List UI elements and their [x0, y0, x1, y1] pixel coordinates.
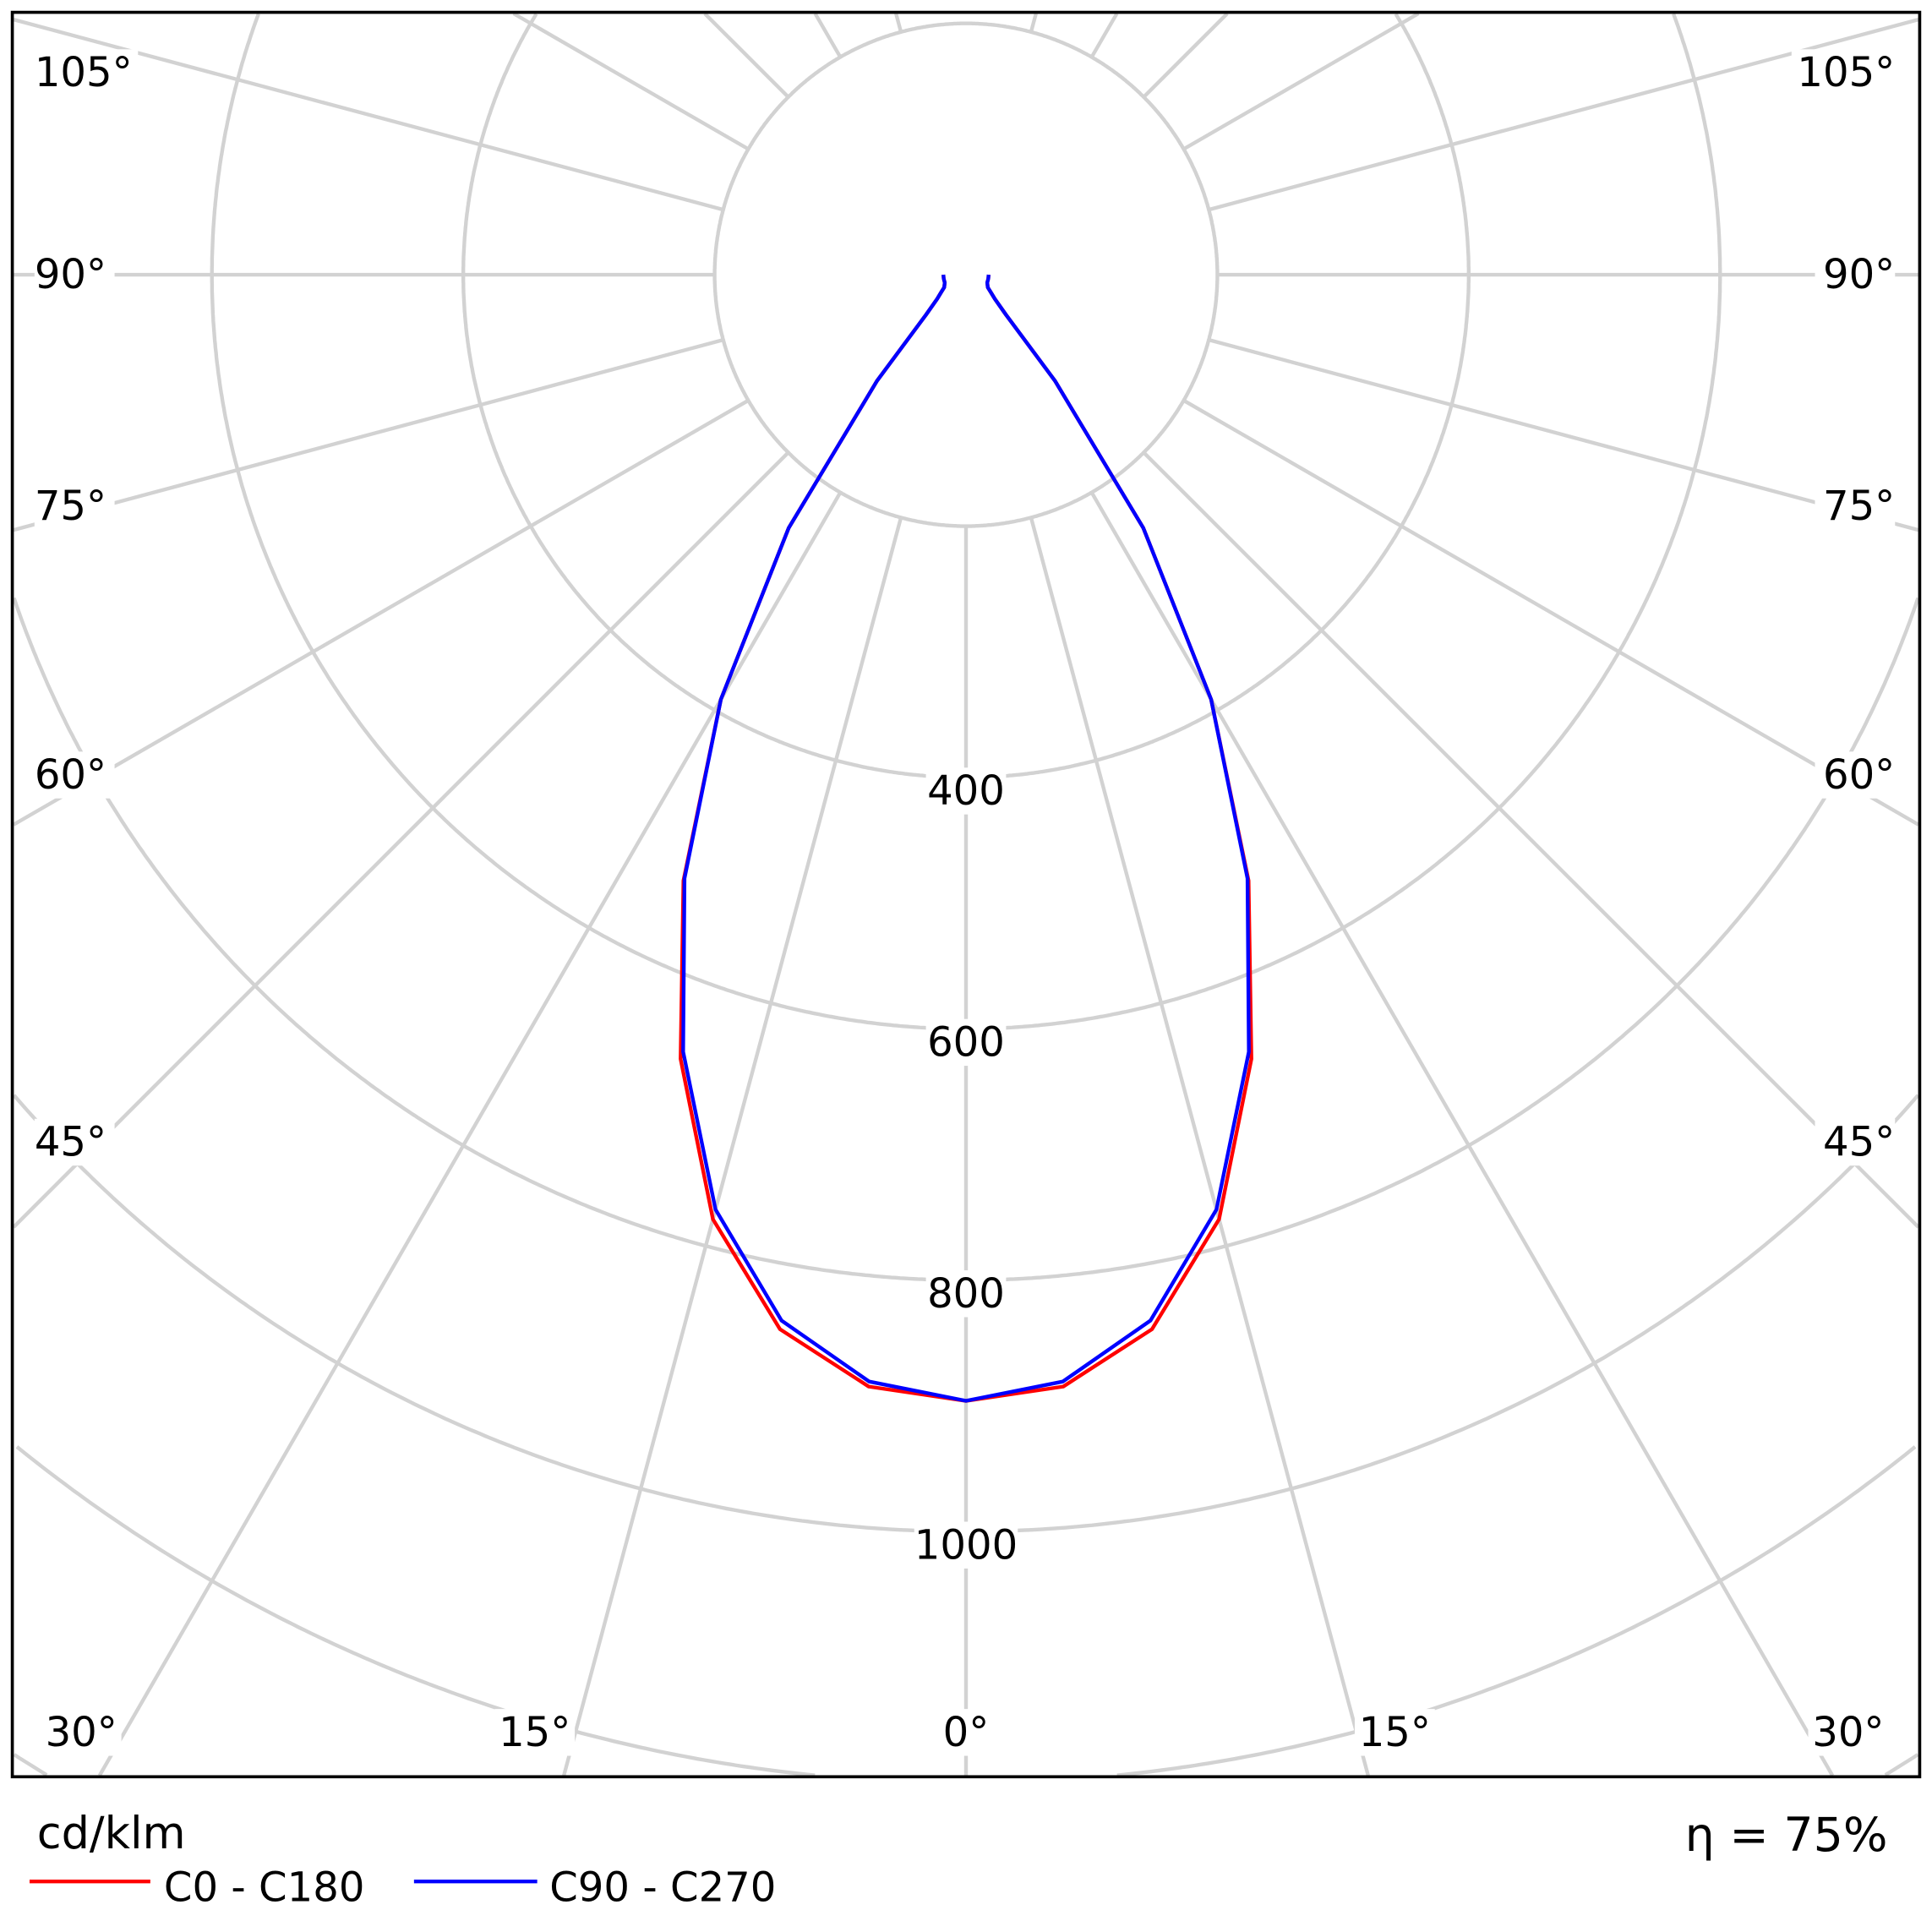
- grid-spoke: [894, 13, 903, 33]
- grid: [12, 12, 1920, 1777]
- grid-circle: [1394, 13, 1471, 276]
- radial-tick-label: 600: [927, 1018, 1005, 1066]
- radial-tick-label: 800: [927, 1270, 1005, 1318]
- grid-spoke: [12, 450, 790, 1229]
- grid-spoke: [97, 491, 843, 1776]
- angle-label-left-bg: [34, 483, 115, 530]
- efficiency-label: η = 75%: [1685, 1809, 1888, 1863]
- angle-label-left: 45°: [35, 1119, 106, 1166]
- curve-c90-c270: [681, 274, 1251, 1403]
- legend-label-c0: C0 - C180: [164, 1864, 365, 1912]
- grid-circle: [1116, 1445, 1917, 1777]
- radial-tick-label: 1000: [914, 1521, 1018, 1569]
- grid-spoke: [813, 12, 843, 58]
- grid-spoke: [1089, 12, 1119, 58]
- angle-label-left: 90°: [35, 251, 106, 298]
- grid-circle: [1884, 1753, 1919, 1777]
- grid-circle: [461, 13, 1471, 780]
- angle-label-left: 60°: [35, 751, 106, 799]
- grid-circle: [15, 1445, 816, 1777]
- grid-spoke: [12, 398, 750, 827]
- angle-label-left-bg: [34, 1118, 115, 1166]
- grid-spoke: [512, 12, 750, 151]
- grid-spoke: [1208, 337, 1919, 532]
- legend-label-c90: C90 - C270: [549, 1864, 776, 1912]
- grid-circle: [712, 21, 1220, 528]
- angle-label-bottom-bg: [937, 1709, 995, 1756]
- angle-label-bottom: 30°: [1812, 1709, 1884, 1756]
- grid-spoke: [1029, 13, 1038, 33]
- grid-spoke: [703, 12, 790, 99]
- angle-label-right: 75°: [1823, 483, 1895, 530]
- angle-label-left: 75°: [35, 483, 106, 530]
- angle-label-right: 60°: [1823, 751, 1895, 799]
- grid-spoke: [13, 337, 724, 532]
- tick-labels: 400 600 800 1000 105° 90° 75° 60° 45° 105° 90° 75° 6…: [34, 49, 1896, 1756]
- grid-spoke: [1142, 12, 1229, 99]
- angle-label-bottom-bg: [41, 1709, 122, 1756]
- angle-label-bottom-bg: [1354, 1709, 1435, 1756]
- radial-tick-label-bg: [914, 1521, 1018, 1569]
- grid-spoke: [562, 516, 903, 1776]
- angle-label-bottom-bg: [494, 1709, 576, 1756]
- angle-label-bottom: 15°: [499, 1709, 570, 1756]
- grid-circle: [1672, 13, 1722, 276]
- angle-label-right-bg: [1791, 49, 1896, 96]
- angle-label-bottom-bg: [1808, 1709, 1889, 1756]
- angle-label-left: 105°: [35, 49, 133, 96]
- grid-spoke: [1089, 491, 1835, 1776]
- radial-tick-label-bg: [925, 1270, 1007, 1318]
- angle-label-left-bg: [34, 49, 139, 96]
- curves: [679, 274, 1253, 1403]
- grid-circle: [210, 13, 1722, 1031]
- unit-label: cd/klm: [37, 1808, 186, 1859]
- angle-label-right-bg: [1815, 483, 1896, 530]
- angle-label-right-bg: [1815, 751, 1896, 799]
- angle-label-left-bg: [34, 751, 115, 799]
- grid-spoke: [1142, 450, 1920, 1229]
- radial-tick-label: 400: [927, 767, 1005, 815]
- legend: C0 - C180 C90 - C270: [29, 1864, 776, 1912]
- angle-label-right-bg: [1815, 251, 1896, 298]
- radial-tick-label-bg: [925, 1018, 1007, 1067]
- angle-label-bottom: 30°: [46, 1709, 117, 1756]
- angle-label-bottom: 0°: [943, 1709, 990, 1756]
- angle-label-right: 105°: [1797, 49, 1895, 96]
- radial-tick-label-bg: [925, 767, 1007, 815]
- angle-label-right-bg: [1815, 1118, 1896, 1166]
- grid-spoke: [1208, 18, 1919, 212]
- angle-label-right: 45°: [1823, 1119, 1895, 1166]
- grid-spoke: [13, 18, 724, 212]
- grid-circle: [13, 1753, 48, 1777]
- grid-spoke: [1029, 516, 1370, 1776]
- grid-spoke: [1182, 398, 1920, 827]
- angle-label-left-bg: [34, 251, 115, 298]
- grid-spoke: [1182, 12, 1420, 151]
- angle-label-right: 90°: [1823, 251, 1895, 298]
- angle-label-bottom: 15°: [1359, 1709, 1431, 1756]
- plot-frame: [10, 10, 1922, 1779]
